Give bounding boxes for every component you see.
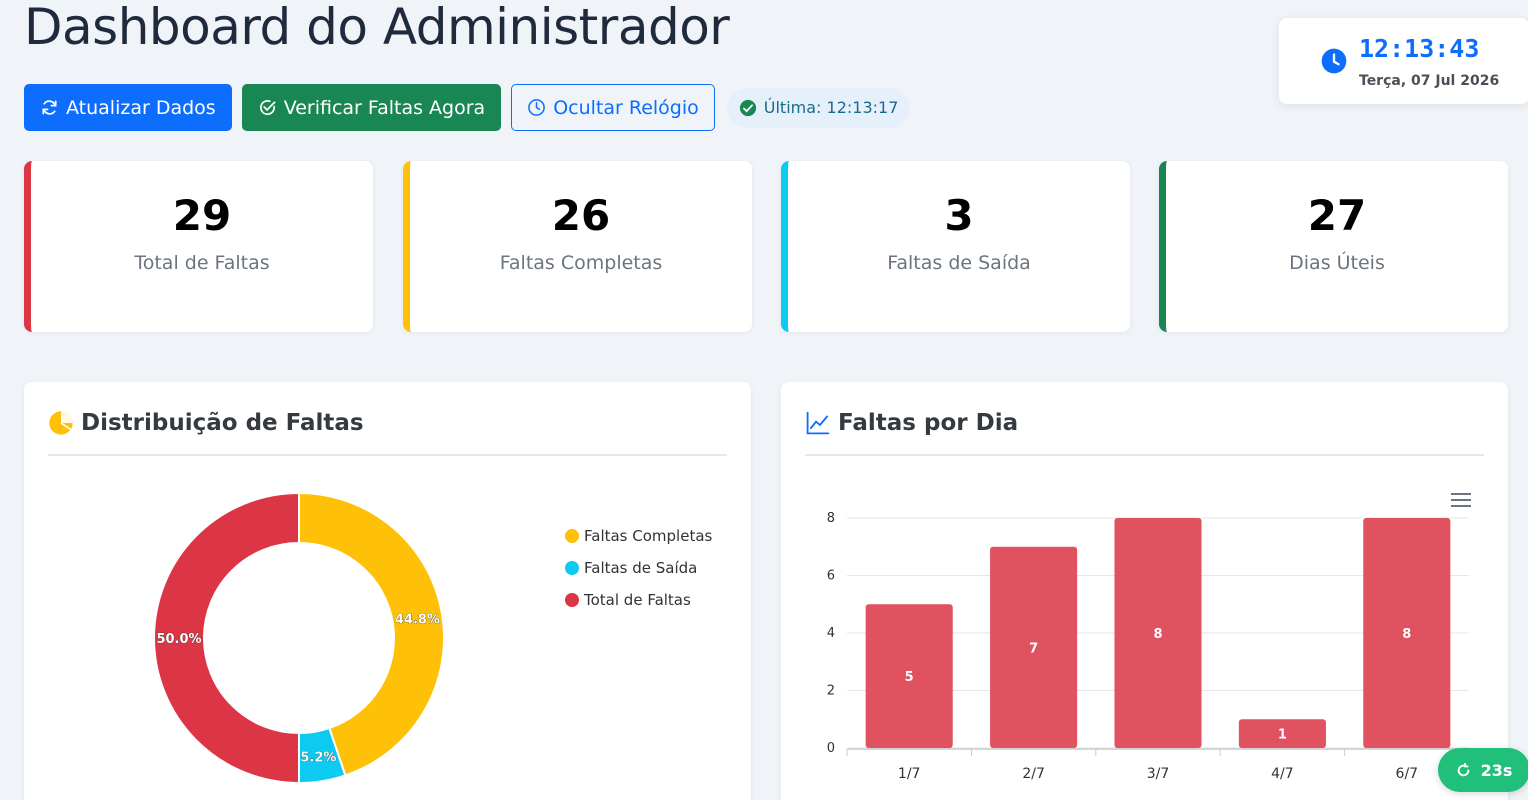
legend-dot: [565, 561, 579, 575]
last-update-text: Última: 12:13:17: [763, 98, 899, 117]
donut-slice[interactable]: [298, 491, 445, 777]
y-tick-label: 6: [827, 569, 835, 584]
legend-item[interactable]: Faltas Completas: [565, 520, 712, 552]
donut-percent-label: 44.8%: [395, 613, 440, 628]
refresh-icon: [42, 100, 57, 115]
stat-card-complete: 26 Faltas Completas: [403, 161, 752, 332]
legend-item[interactable]: Total de Faltas: [565, 584, 712, 616]
x-tick-label: 6/7: [1396, 766, 1419, 782]
check-absences-label: Verificar Faltas Agora: [283, 96, 486, 119]
page-title: Dashboard do Administrador: [24, 0, 730, 56]
donut-chart: 44.8% 5.2% 50.0%: [153, 491, 445, 785]
last-update-badge: Última: 12:13:17: [726, 87, 911, 128]
y-tick-label: 0: [827, 741, 835, 756]
stat-value: 29: [172, 191, 232, 240]
stat-label: Faltas de Saída: [887, 252, 1031, 274]
toggle-clock-button[interactable]: Ocultar Relógio: [511, 84, 715, 131]
clock-filled-icon: [1321, 48, 1347, 74]
donut-legend: Faltas Completas Faltas de Saída Total d…: [565, 520, 712, 616]
bar[interactable]: [1238, 719, 1326, 748]
x-tick-label: 4/7: [1271, 766, 1294, 782]
distribution-title-text: Distribuição de Faltas: [81, 410, 364, 436]
clock-date: Terça, 07 Jul 2026: [1359, 72, 1500, 89]
daily-panel-title: Faltas por Dia: [805, 410, 1484, 456]
bar[interactable]: [990, 546, 1078, 748]
bar-value-label: 7: [1029, 641, 1038, 656]
toolbar: Atualizar Dados Verificar Faltas Agora O…: [24, 84, 911, 131]
y-tick-label: 4: [827, 626, 835, 641]
bar-value-label: 8: [1402, 627, 1411, 642]
stat-label: Faltas Completas: [499, 252, 663, 274]
stat-label: Total de Faltas: [134, 252, 270, 274]
bar[interactable]: [1363, 518, 1451, 748]
check-absences-button[interactable]: Verificar Faltas Agora: [241, 84, 502, 131]
stat-value: 3: [944, 191, 974, 240]
bar[interactable]: [1114, 518, 1202, 748]
refresh-button-label: Atualizar Dados: [66, 96, 216, 119]
daily-panel: Faltas por Dia 0 2 4 6 8 5 1/7 7 2/7 8 3/7 1 4/7 8 6/7: [781, 382, 1508, 800]
refresh-icon: [1457, 762, 1469, 776]
stat-card-workdays: 27 Dias Úteis: [1159, 161, 1508, 332]
stat-value: 27: [1307, 191, 1367, 240]
auto-refresh-timer[interactable]: 23s: [1438, 748, 1528, 792]
refresh-button[interactable]: Atualizar Dados: [24, 84, 232, 131]
stat-card-exit: 3 Faltas de Saída: [781, 161, 1130, 332]
clock-card: 12:13:43 Terça, 07 Jul 2026: [1279, 18, 1528, 104]
legend-label: Faltas Completas: [584, 527, 713, 545]
bar[interactable]: [865, 604, 953, 748]
check-circle-icon: [259, 100, 276, 116]
legend-label: Faltas de Saída: [584, 559, 698, 577]
x-tick-label: 3/7: [1147, 766, 1170, 782]
line-chart-icon: [806, 411, 830, 435]
chart-menu-icon[interactable]: [1450, 491, 1472, 509]
clock-icon: [528, 99, 546, 116]
bar-value-label: 8: [1153, 627, 1162, 642]
distribution-panel-title: Distribuição de Faltas: [48, 410, 727, 456]
daily-title-text: Faltas por Dia: [838, 410, 1019, 436]
donut-percent-label: 50.0%: [156, 632, 201, 647]
legend-dot: [565, 529, 579, 543]
bar-chart: 0 2 4 6 8 5 1/7 7 2/7 8 3/7 1 4/7 8 6/7: [827, 511, 1470, 782]
timer-label: 23s: [1480, 760, 1513, 780]
legend-dot: [565, 593, 579, 607]
stat-value: 26: [551, 191, 611, 240]
stat-label: Dias Úteis: [1289, 252, 1385, 274]
x-tick-label: 2/7: [1022, 766, 1045, 782]
legend-item[interactable]: Faltas de Saída: [565, 552, 712, 584]
y-tick-label: 2: [827, 684, 835, 699]
clock-time: 12:13:43: [1359, 33, 1480, 63]
donut-percent-label: 5.2%: [300, 750, 336, 765]
check-circle-filled-icon: [739, 99, 756, 116]
toggle-clock-label: Ocultar Relógio: [553, 96, 699, 119]
legend-label: Total de Faltas: [584, 591, 691, 609]
x-tick-label: 1/7: [898, 766, 921, 782]
bar-value-label: 5: [905, 670, 914, 685]
stat-card-total: 29 Total de Faltas: [24, 161, 373, 332]
y-tick-label: 8: [827, 511, 835, 526]
bar-value-label: 1: [1278, 728, 1287, 743]
distribution-panel: Distribuição de Faltas 44.8% 5.2% 50.0% Fa…: [24, 382, 751, 800]
pie-chart-icon: [49, 411, 73, 435]
donut-slice[interactable]: [153, 491, 300, 785]
